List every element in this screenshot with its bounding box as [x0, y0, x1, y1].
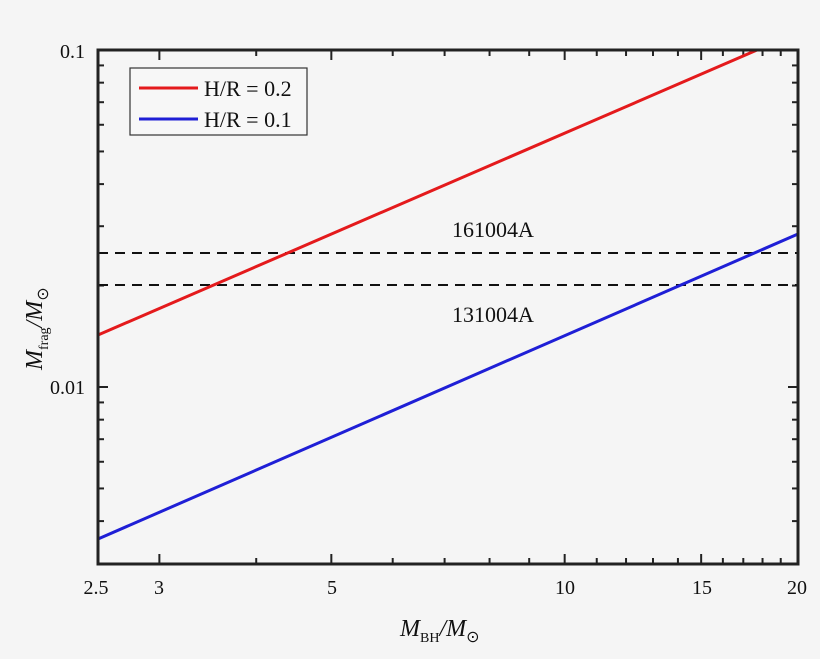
- legend: H/R = 0.2 H/R = 0.1: [129, 67, 308, 136]
- plot-frame: [96, 48, 800, 566]
- ytick-label-0.01: 0.01: [50, 377, 85, 399]
- x-axis-title: MBH/M⊙: [399, 616, 480, 646]
- xtick-label-5: 5: [327, 577, 337, 599]
- xtick-label-3: 3: [154, 577, 164, 599]
- series-line-hr-0.2: [97, 48, 758, 337]
- xtick-label-10: 10: [555, 577, 575, 599]
- y-axis-title: Mfrag/M⊙: [22, 287, 52, 371]
- annotation-131004A: 131004A: [452, 302, 534, 327]
- legend-label-hr-0.2: H/R = 0.2: [204, 76, 292, 101]
- annotation-161004A: 161004A: [452, 217, 534, 242]
- xtick-label-20: 20: [787, 577, 807, 599]
- ytick-label-0.1: 0.1: [60, 41, 85, 63]
- xtick-label-2.5: 2.5: [84, 577, 109, 599]
- legend-label-hr-0.1: H/R = 0.1: [204, 107, 292, 132]
- xtick-label-15: 15: [692, 577, 712, 599]
- series-line-hr-0.1: [97, 232, 799, 541]
